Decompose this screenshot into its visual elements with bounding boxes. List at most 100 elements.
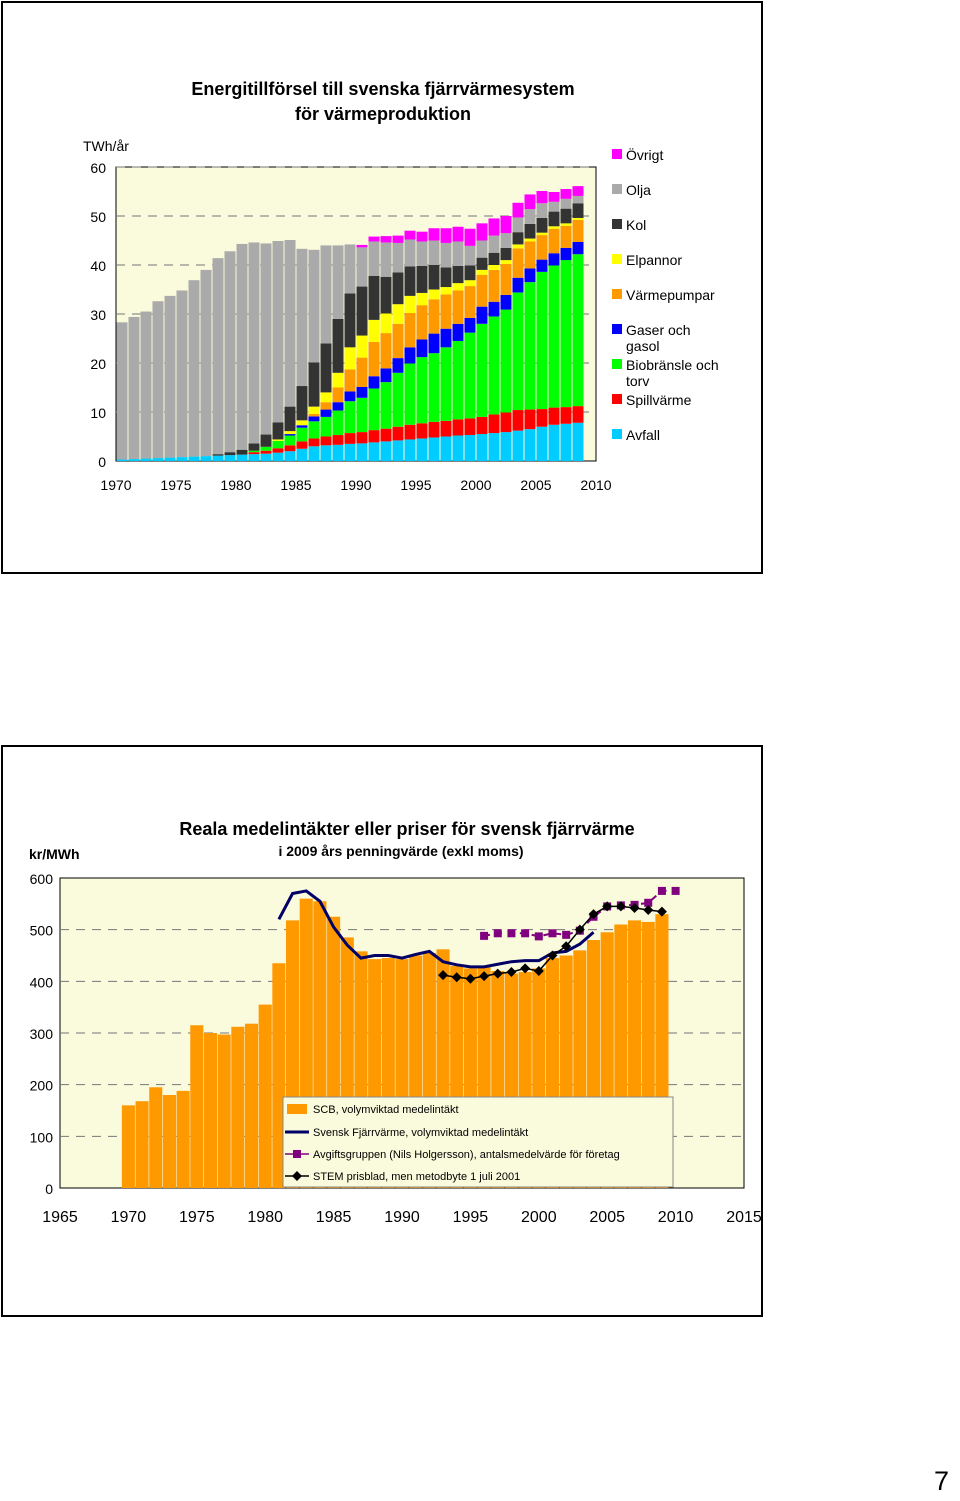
bar-segment: [476, 306, 488, 324]
bar-segment: [560, 260, 572, 408]
marker-stem: [615, 901, 626, 912]
bar-segment: [188, 456, 200, 461]
bar-segment: [296, 448, 308, 461]
bar-segment: [272, 452, 284, 461]
price-bar: [190, 1025, 204, 1188]
bar-segment: [428, 421, 440, 438]
bar-segment: [260, 450, 272, 454]
chart-title: Energitillförsel till svenska fjärrvärme…: [191, 79, 574, 99]
bar-segment: [500, 247, 512, 261]
legend-swatch: [612, 394, 622, 404]
bar-segment: [368, 275, 380, 320]
bar-segment: [296, 248, 308, 387]
bar-segment: [500, 412, 512, 433]
x-tick-label: 2000: [460, 477, 491, 493]
bar-segment: [368, 319, 380, 342]
y-tick-label: 10: [90, 405, 106, 421]
x-tick-label: 1970: [111, 1209, 147, 1226]
bar-segment: [272, 448, 284, 453]
bar-segment: [368, 236, 380, 242]
bar-segment: [536, 232, 548, 236]
bar-segment: [392, 242, 404, 273]
bar-segment: [380, 242, 392, 277]
bar-segment: [272, 439, 284, 441]
bar-segment: [428, 265, 440, 290]
bar-segment: [308, 406, 320, 414]
bar-segment: [512, 244, 524, 249]
bar-segment: [272, 240, 284, 423]
bar-segment: [320, 445, 332, 461]
bar-segment: [248, 242, 260, 444]
bar-segment: [548, 253, 560, 266]
bar-segment: [284, 406, 296, 432]
line-svensk-fjarrvarme: [277, 889, 595, 969]
bar-segment: [488, 414, 500, 434]
bar-segment: [404, 230, 416, 240]
bar-segment: [344, 433, 356, 444]
marker-stem: [506, 967, 517, 978]
bar-segment: [452, 435, 464, 461]
bar-segment: [380, 236, 392, 243]
bar-segment: [308, 446, 320, 461]
bar-segment: [356, 244, 368, 248]
price-bar: [244, 1023, 259, 1188]
bar-segment: [524, 223, 536, 239]
bar-segment: [236, 449, 248, 455]
bar-segment: [536, 259, 548, 272]
bar-segment: [488, 433, 500, 461]
bar-segment: [560, 407, 572, 424]
bar-segment: [356, 357, 368, 388]
bar-segment: [284, 445, 296, 452]
legend-label: gasol: [626, 338, 659, 354]
bar-segment: [536, 235, 548, 260]
bar-segment: [224, 251, 236, 453]
bar-segment: [464, 286, 476, 318]
bar-segment: [452, 241, 464, 266]
bar-segment: [512, 217, 524, 233]
bar-segment: [176, 457, 188, 461]
price-bar: [135, 1101, 149, 1188]
bar-segment: [248, 454, 260, 461]
bar-segment: [512, 202, 524, 218]
y-tick-label: 200: [30, 1078, 54, 1094]
marker-avgiftsgruppen: [644, 898, 653, 907]
y-tick-label: 500: [30, 923, 54, 939]
x-tick-label: 1990: [340, 477, 371, 493]
bar-segment: [440, 228, 452, 243]
legend-label: Kol: [626, 217, 646, 233]
price-bar: [162, 1095, 176, 1188]
bar-segment: [416, 292, 428, 306]
bar-segment: [332, 444, 344, 461]
bar-segment: [464, 317, 476, 333]
bar-segment: [320, 245, 332, 344]
y-tick-label: 20: [90, 356, 106, 372]
bar-segment: [320, 402, 332, 410]
bar-segment: [452, 265, 464, 284]
bar-segment: [476, 416, 488, 435]
bar-segment: [416, 423, 428, 439]
bar-segment: [572, 186, 584, 196]
bar-segment: [416, 339, 428, 358]
bar-segment: [536, 271, 548, 410]
bar-segment: [428, 353, 440, 422]
bar-segment: [416, 241, 428, 266]
y-tick-label: 0: [98, 454, 106, 470]
bar-segment: [392, 426, 404, 441]
x-tick-label: 1995: [400, 477, 431, 493]
bar-segment: [548, 265, 560, 408]
price-bar: [203, 1033, 218, 1188]
bar-segment: [320, 343, 332, 393]
bar-segment: [344, 293, 356, 348]
price-bar: [258, 1004, 272, 1188]
slide-district-heating-prices: Reala medelintäkter eller priser för sve…: [1, 745, 763, 1317]
bar-segment: [248, 450, 260, 453]
bar-segment: [368, 388, 380, 431]
bar-segment: [548, 407, 560, 425]
bar-segment: [572, 406, 584, 423]
bar-segment: [488, 316, 500, 415]
marker-stem: [479, 971, 490, 982]
bar-segment: [152, 301, 164, 459]
bar-segment: [404, 424, 416, 440]
bar-segment: [236, 454, 248, 461]
bar-segment: [320, 392, 332, 403]
